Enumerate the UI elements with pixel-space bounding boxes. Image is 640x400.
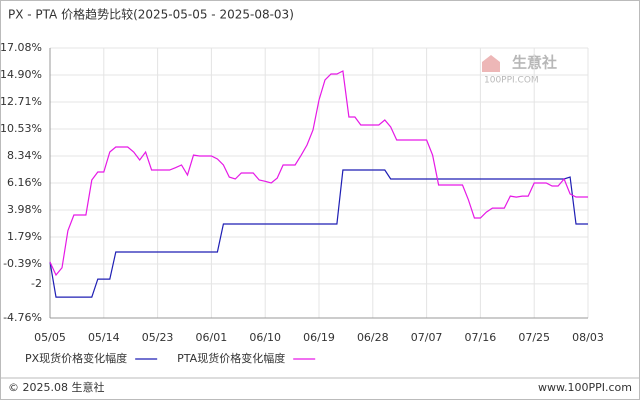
footer-right: www.100PPI.com: [538, 381, 632, 394]
x-tick-label: 05/05: [34, 331, 66, 344]
y-tick-label: -4.76%: [3, 311, 42, 324]
y-tick-label: -0.39%: [3, 257, 42, 270]
x-tick-label: 07/25: [518, 331, 550, 344]
x-tick-label: 06/28: [357, 331, 389, 344]
legend-label: PTA现货价格变化幅度: [177, 351, 285, 365]
y-tick-label: 1.79%: [7, 230, 42, 243]
series-line: [49, 70, 588, 277]
chart-title: PX - PTA 价格趋势比较(2025-05-05 - 2025-08-03): [8, 7, 294, 22]
x-tick-label: 06/19: [303, 331, 335, 344]
y-tick-label: 6.16%: [7, 176, 42, 189]
y-tick-label: 17.08%: [0, 41, 42, 54]
y-tick-label: 12.71%: [0, 95, 42, 108]
x-tick-label: 07/16: [465, 331, 497, 344]
x-tick-label: 05/14: [88, 331, 120, 344]
watermark-site: 100PPI.COM: [484, 76, 539, 86]
series-line: [49, 169, 588, 298]
y-tick-label: 8.34%: [7, 149, 42, 162]
watermark-icon: [482, 55, 500, 72]
y-tick-label: 10.53%: [0, 122, 42, 135]
x-tick-label: 07/07: [411, 331, 443, 344]
x-tick-label: 08/03: [572, 331, 604, 344]
x-tick-label: 05/23: [142, 331, 174, 344]
y-tick-label: -2: [31, 277, 42, 290]
x-tick-label: 06/10: [249, 331, 281, 344]
y-tick-label: 3.98%: [7, 203, 42, 216]
y-tick-label: 14.90%: [0, 68, 42, 81]
x-tick-label: 06/01: [196, 331, 228, 344]
legend-label: PX现货价格变化幅度: [25, 351, 127, 365]
footer-left: © 2025.08 生意社: [8, 380, 104, 394]
